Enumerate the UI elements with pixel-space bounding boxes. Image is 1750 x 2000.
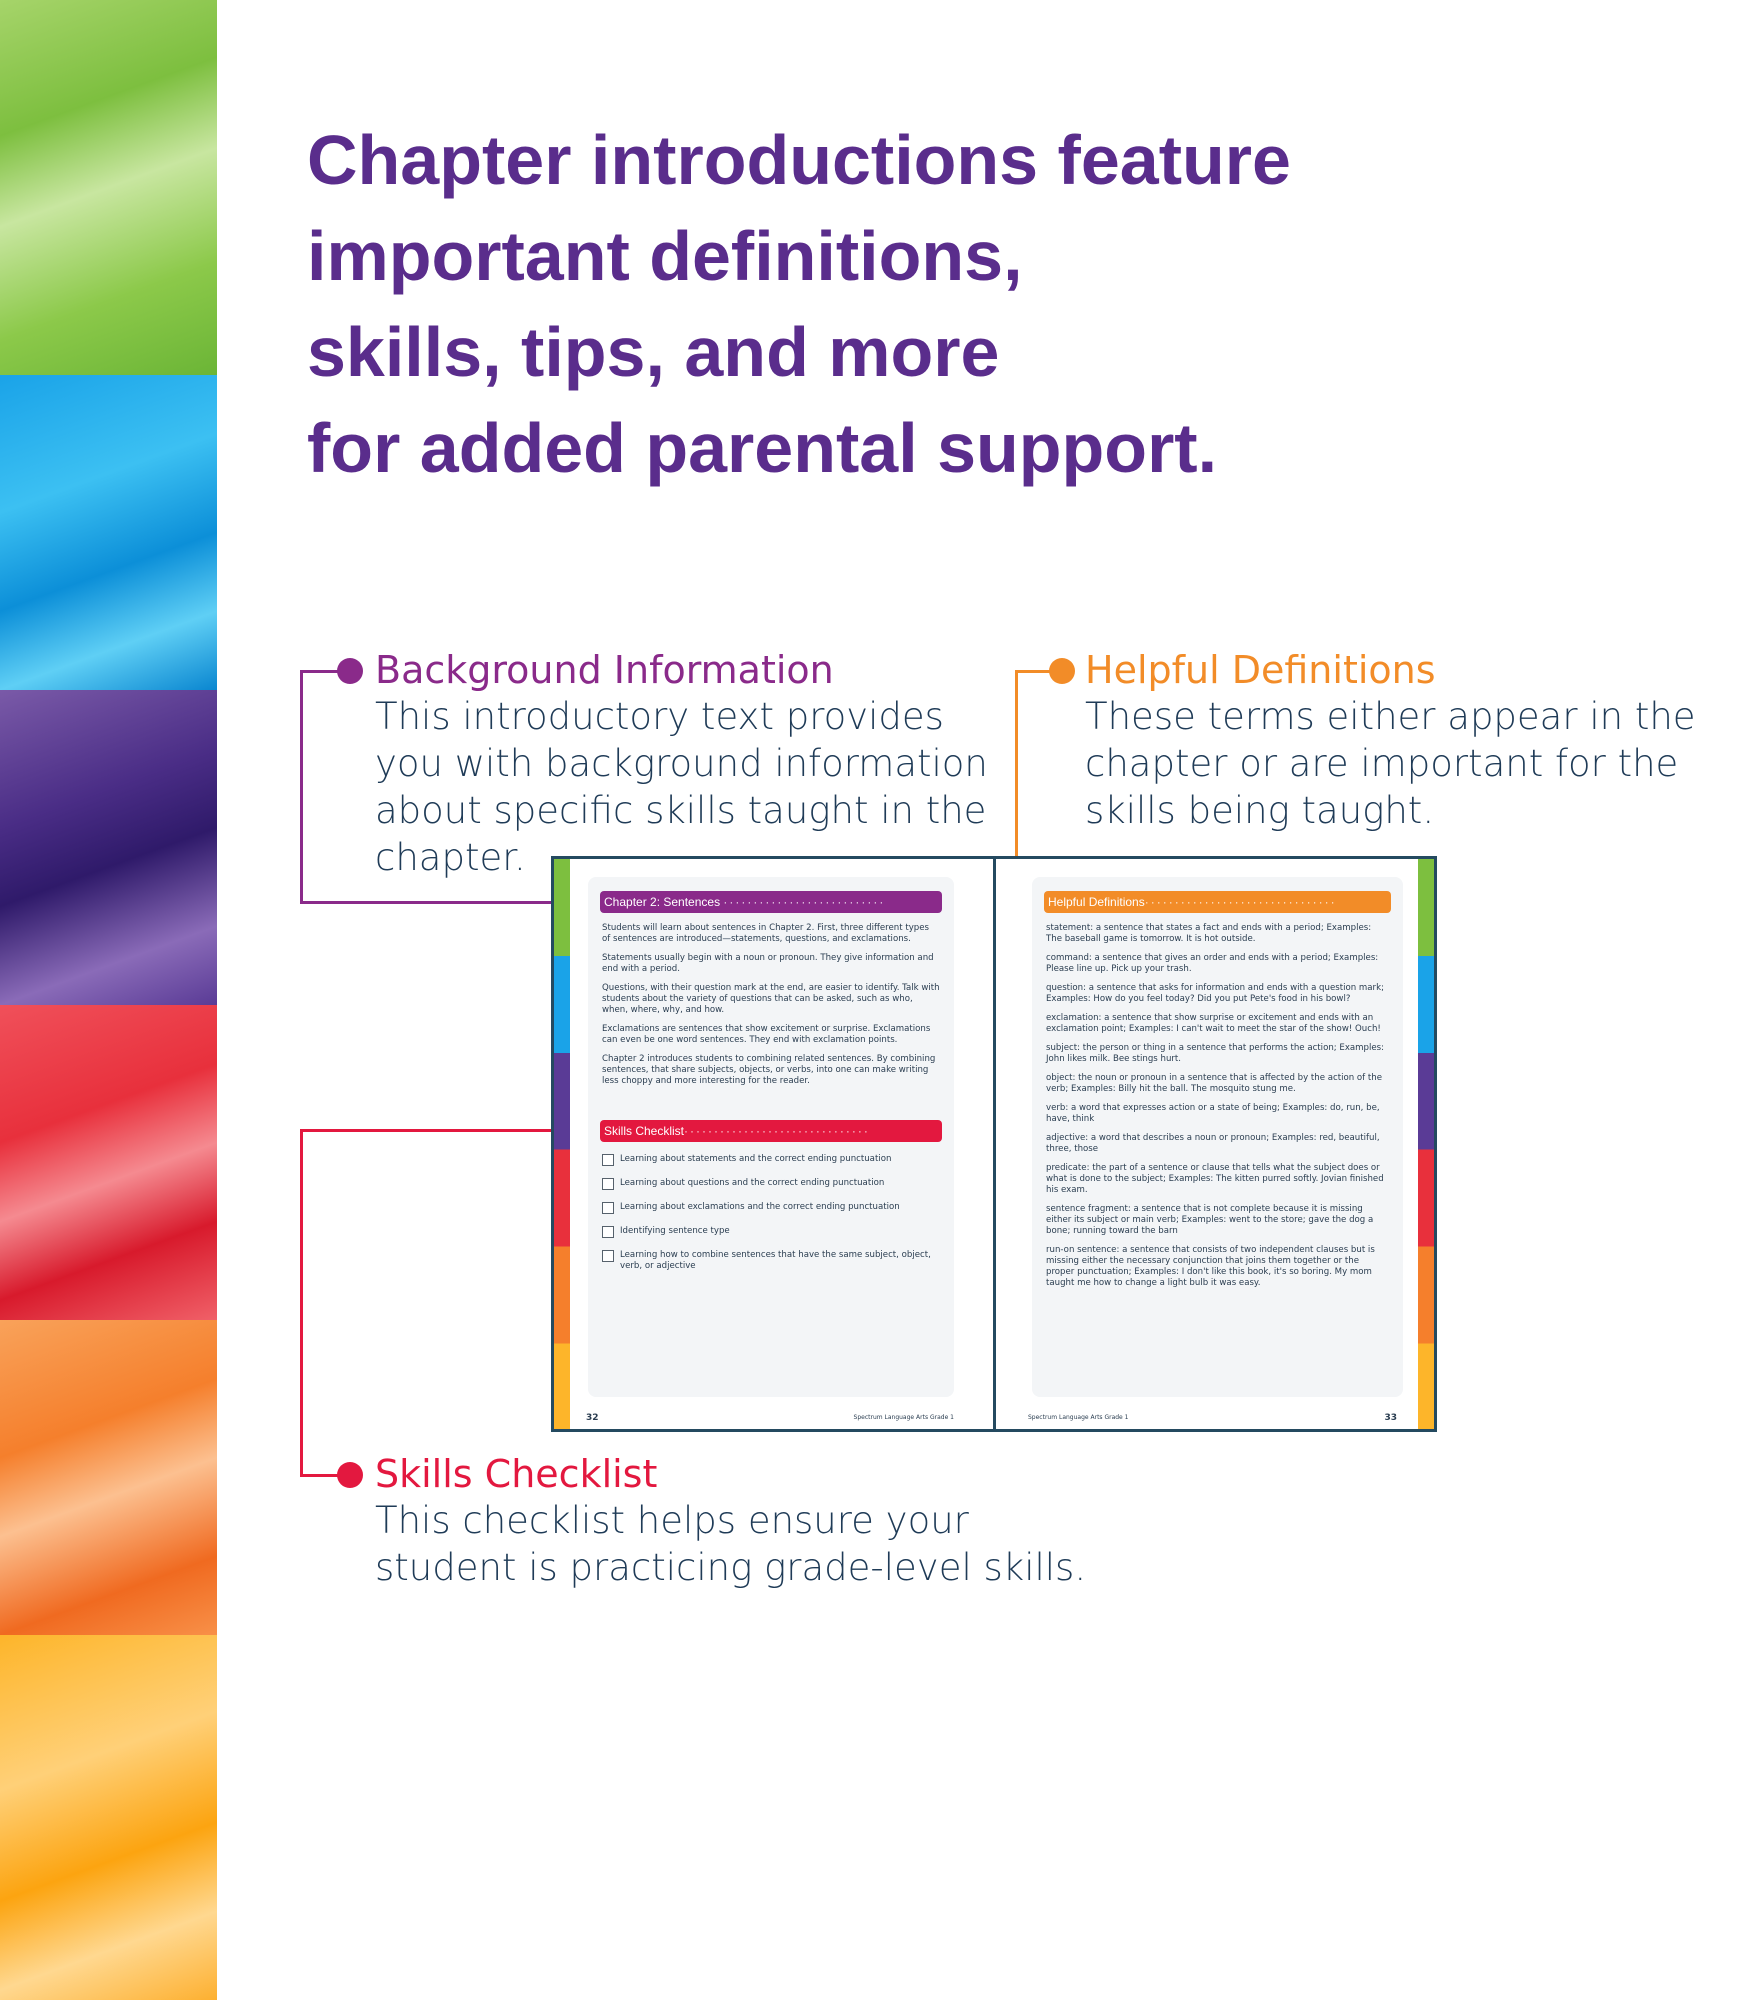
definitions-header-bar: Helpful Definitions·····················… (1044, 891, 1391, 913)
checkbox[interactable] (602, 1250, 614, 1262)
checklist-item: Learning about exclamations and the corr… (602, 1202, 940, 1214)
callout-body: These terms either appear in the chapter… (1085, 695, 1696, 832)
book-spine (993, 859, 996, 1429)
definition: exclamation: a sentence that show surpri… (1046, 1013, 1381, 1034)
paragraph: Exclamations are sentences that show exc… (602, 1024, 931, 1045)
stripe-red (0, 1005, 217, 1320)
connector-line (300, 1474, 350, 1477)
callout-background-information: Background Information This introductory… (375, 647, 1015, 881)
checkbox[interactable] (602, 1178, 614, 1190)
stripe-orange (0, 1320, 217, 1635)
connector-line (300, 670, 352, 673)
skills-checklist: Learning about statements and the correc… (602, 1154, 940, 1284)
checklist-item: Learning about questions and the correct… (602, 1178, 940, 1190)
checklist-header: Skills Checklist (604, 1124, 685, 1138)
page-number: 32 (586, 1413, 599, 1423)
left-page: Chapter 2: Sentences ···················… (554, 859, 994, 1429)
content-panel: Helpful Definitions·····················… (1032, 877, 1403, 1397)
definition: run-on sentence: a sentence that consist… (1046, 1245, 1375, 1288)
definition: object: the noun or pronoun in a sentenc… (1046, 1073, 1383, 1094)
bullet-dot (1049, 658, 1075, 684)
bullet-dot (337, 658, 363, 684)
bullet-dot (337, 1462, 363, 1488)
paragraph: Statements usually begin with a noun or … (602, 953, 934, 974)
callout-heading: Helpful Definitions (1085, 648, 1436, 692)
page-title: Chapter introductions feature important … (307, 121, 1291, 487)
checklist-item-label: Identifying sentence type (620, 1226, 730, 1236)
stripe-green (0, 0, 217, 375)
callout-helpful-definitions: Helpful Definitions These terms either a… (1085, 647, 1745, 834)
checkbox[interactable] (602, 1226, 614, 1238)
callout-body: This checklist helps ensure your student… (375, 1499, 1087, 1589)
right-page: Helpful Definitions·····················… (996, 859, 1437, 1429)
checklist-item-label: Learning about statements and the correc… (620, 1154, 892, 1164)
page-footer: Spectrum Language Arts Grade 1 (1028, 1414, 1129, 1421)
checkbox[interactable] (602, 1202, 614, 1214)
checklist-item: Identifying sentence type (602, 1226, 940, 1238)
definition: statement: a sentence that states a fact… (1046, 923, 1372, 944)
page-footer: Spectrum Language Arts Grade 1 (853, 1414, 954, 1421)
chapter-header-bar: Chapter 2: Sentences ···················… (600, 891, 942, 913)
connector-line (300, 1129, 600, 1132)
page-number: 33 (1384, 1413, 1397, 1423)
callout-heading: Skills Checklist (375, 1452, 658, 1496)
definitions-list: statement: a sentence that states a fact… (1046, 923, 1389, 1297)
checklist-item-label: Learning how to combine sentences that h… (620, 1250, 931, 1271)
stripe-blue (0, 375, 217, 690)
callout-heading: Background Information (375, 648, 834, 692)
definitions-header: Helpful Definitions (1048, 895, 1145, 909)
callout-body: This introductory text provides you with… (375, 695, 988, 879)
checklist-item-label: Learning about questions and the correct… (620, 1178, 885, 1188)
color-tab-left (554, 859, 570, 1429)
callout-skills-checklist: Skills Checklist This checklist helps en… (375, 1451, 1175, 1591)
skills-checklist-bar: Skills Checklist························… (600, 1120, 942, 1142)
connector-line (1015, 670, 1065, 673)
color-tab-right (1418, 859, 1434, 1429)
background-paragraphs: Students will learn about sentences in C… (602, 923, 940, 1095)
stripe-purple (0, 690, 217, 1005)
checklist-item: Learning how to combine sentences that h… (602, 1250, 940, 1272)
paragraph: Students will learn about sentences in C… (602, 923, 930, 944)
paragraph: Questions, with their question mark at t… (602, 983, 940, 1015)
content-panel: Chapter 2: Sentences ···················… (588, 877, 954, 1397)
definition: verb: a word that expresses action or a … (1046, 1103, 1380, 1124)
definition: subject: the person or thing in a senten… (1046, 1043, 1385, 1064)
paragraph: Chapter 2 introduces students to combini… (602, 1054, 936, 1086)
definition: question: a sentence that asks for infor… (1046, 983, 1384, 1004)
checklist-item-label: Learning about exclamations and the corr… (620, 1202, 900, 1212)
stripe-yellow (0, 1635, 217, 2000)
definition: adjective: a word that describes a noun … (1046, 1133, 1380, 1154)
definition: predicate: the part of a sentence or cla… (1046, 1163, 1384, 1195)
connector-line (300, 901, 600, 904)
definition: command: a sentence that gives an order … (1046, 953, 1379, 974)
connector-line (300, 1129, 303, 1477)
checkbox[interactable] (602, 1154, 614, 1166)
definition: sentence fragment: a sentence that is no… (1046, 1204, 1374, 1236)
chapter-header: Chapter 2: Sentences (604, 895, 721, 909)
book-spread-image: Chapter 2: Sentences ···················… (551, 856, 1437, 1432)
connector-line (300, 670, 303, 904)
checklist-item: Learning about statements and the correc… (602, 1154, 940, 1166)
connector-line (1015, 670, 1018, 904)
